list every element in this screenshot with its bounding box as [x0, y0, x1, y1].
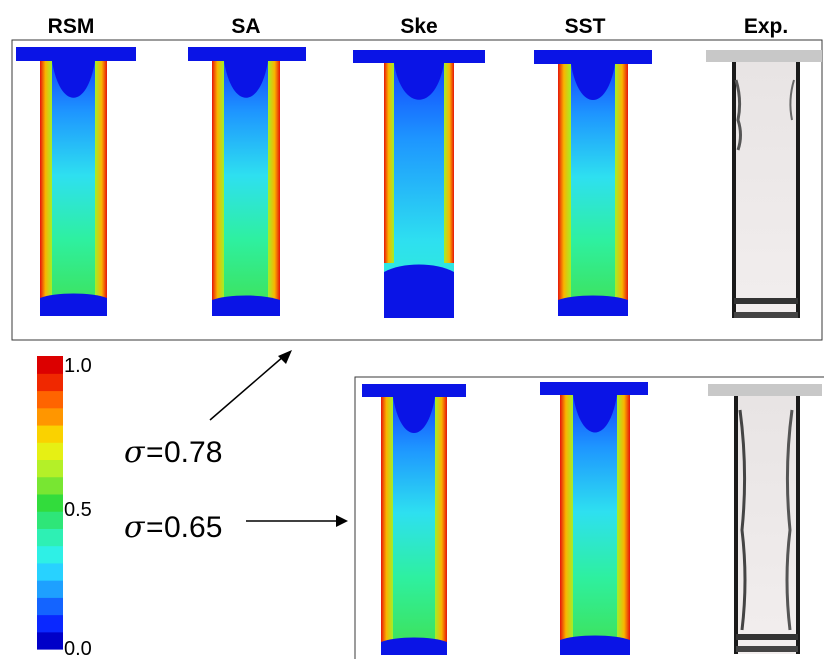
header-sa: SA — [231, 15, 260, 38]
sigma-symbol-top: σ — [124, 435, 146, 470]
contour-ske-top — [353, 50, 485, 318]
header-sst: SST — [565, 15, 606, 38]
header-rsm: RSM — [48, 15, 95, 38]
contour-sst-top — [534, 50, 652, 316]
colorbar-step — [37, 424, 63, 443]
sigma-value-top: 0.78 — [164, 436, 222, 469]
colorbar-step — [37, 442, 63, 461]
contour-sa-top — [188, 47, 306, 316]
colorbar-step — [37, 545, 63, 564]
sigma-value-bottom: 0.65 — [164, 511, 222, 544]
contour-sim-bottom — [540, 382, 648, 655]
colorbar-step — [37, 597, 63, 616]
colorbar-tick-max: 1.0 — [64, 355, 92, 377]
colorbar-step — [37, 390, 63, 409]
colorbar-step — [37, 476, 63, 495]
bottom-panel-frame — [354, 376, 824, 659]
header-ske: Ske — [400, 15, 437, 38]
colorbar-step — [37, 493, 63, 512]
arrow-top — [209, 355, 285, 421]
arrow-bottom-head — [336, 515, 348, 527]
colorbar-tick-min: 0.0 — [64, 638, 92, 659]
header-exp: Exp. — [744, 15, 788, 38]
sigma-equals-bottom: = — [146, 511, 164, 544]
contour-rsm-bottom — [362, 384, 466, 655]
colorbar-step — [37, 511, 63, 529]
arrow-top-head — [278, 350, 292, 364]
colorbar-step — [37, 528, 63, 547]
sigma-equals-top: = — [146, 436, 164, 469]
colorbar-step — [37, 407, 63, 426]
experiment-photo-top — [706, 50, 822, 318]
top-panel-frame — [11, 39, 823, 341]
experiment-photo-bottom — [708, 384, 822, 654]
colorbar-step — [37, 614, 63, 633]
contour-rsm-top — [16, 47, 136, 316]
colorbar-step — [37, 356, 63, 374]
colorbar-step — [37, 373, 63, 392]
sigma-symbol-bottom: σ — [124, 510, 146, 545]
colorbar — [37, 356, 63, 650]
colorbar-step — [37, 631, 63, 650]
colorbar-step — [37, 459, 63, 478]
colorbar-tick-mid: 0.5 — [64, 499, 92, 521]
colorbar-step — [37, 562, 63, 581]
colorbar-step — [37, 580, 63, 598]
